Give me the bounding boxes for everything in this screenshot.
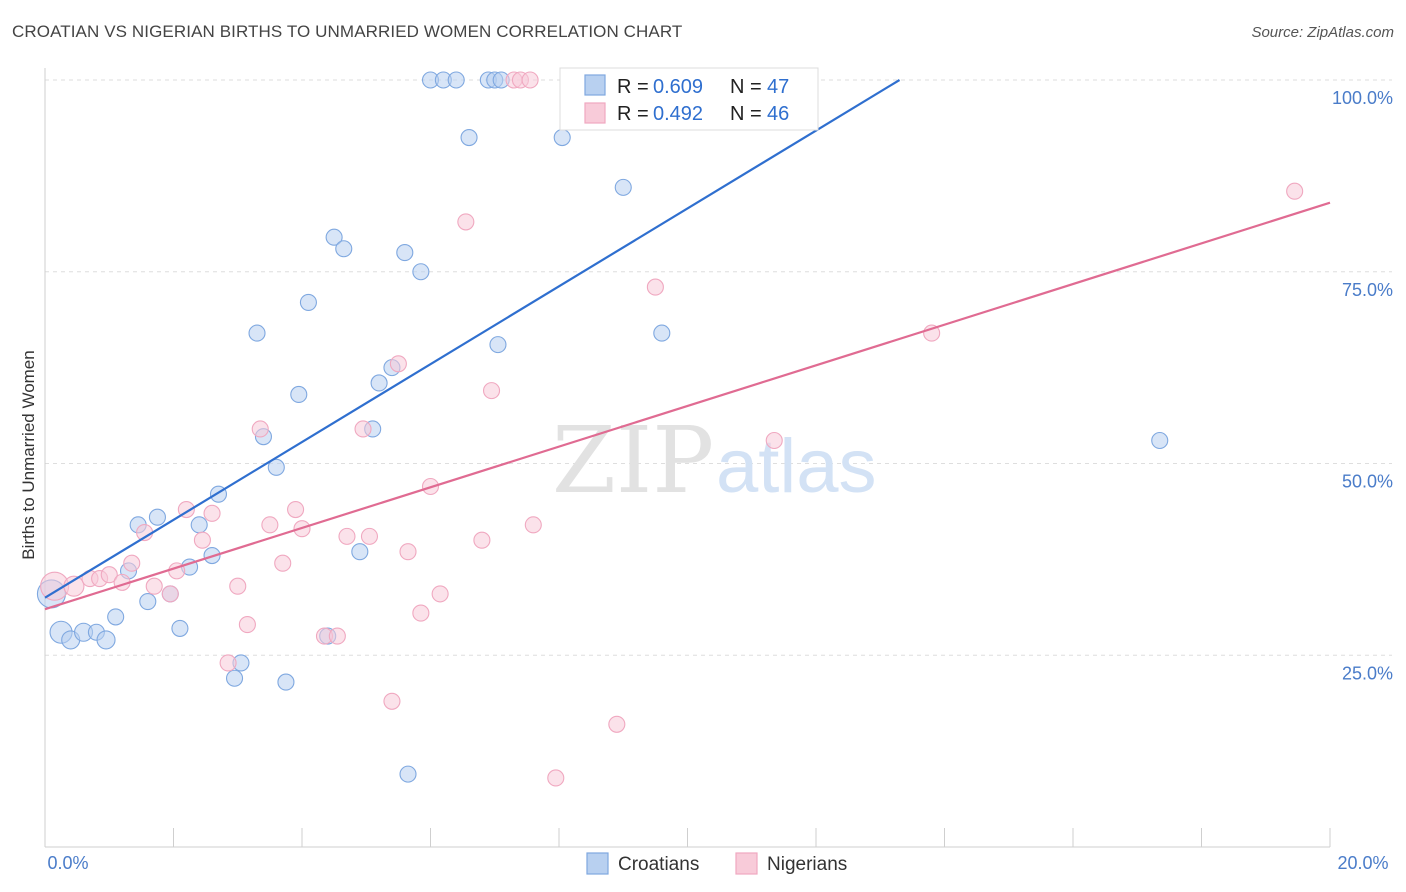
croatians-points <box>36 71 1169 783</box>
croatian-point <box>107 608 125 626</box>
nigerians-n-value: 46 <box>767 103 789 125</box>
nigerian-point <box>338 527 356 545</box>
croatian-point <box>290 385 308 404</box>
nigerians-r-value: 0.492 <box>653 103 703 125</box>
chart-title: CROATIAN VS NIGERIAN BIRTHS TO UNMARRIED… <box>12 22 683 41</box>
nigerian-point <box>360 527 379 545</box>
nigerian-point <box>389 355 407 373</box>
nigerian-point <box>482 382 501 400</box>
nigerian-point <box>123 554 141 572</box>
nigerian-point <box>287 500 305 519</box>
croatians-r-value: 0.609 <box>653 76 703 98</box>
croatian-point <box>96 630 116 650</box>
croatians-trend-line <box>44 79 901 599</box>
nigerian-point <box>1286 182 1304 200</box>
nigerian-point <box>193 531 211 549</box>
croatian-point <box>396 244 414 262</box>
trend-lines <box>44 79 1331 611</box>
watermark-zip: ZIP <box>552 407 714 514</box>
nigerian-point <box>521 71 539 89</box>
stats-legend: R = 0.609 N = 47 R = 0.492 N = 46 <box>559 67 819 131</box>
croatians-series-label: Croatians <box>618 854 699 875</box>
nigerian-point <box>431 585 449 603</box>
croatian-point <box>489 336 507 354</box>
nigerians-series-swatch <box>735 852 758 875</box>
y-tick-labels: 25.0% 50.0% 75.0% 100.0% <box>1332 88 1393 683</box>
nigerian-point <box>412 604 430 622</box>
croatians-legend-swatch <box>584 74 606 96</box>
nigerian-point <box>457 213 475 231</box>
nigerian-point <box>524 516 542 534</box>
nigerian-point <box>203 504 221 522</box>
nigerian-point <box>219 654 237 672</box>
croatian-point <box>267 458 285 476</box>
croatian-point <box>171 619 189 637</box>
croatian-point <box>370 374 388 392</box>
nigerian-point <box>383 692 401 710</box>
nigerians-n-label: N = <box>730 103 762 125</box>
croatian-point <box>335 240 353 258</box>
x-tick-label-max: 20.0% <box>1337 853 1388 873</box>
nigerian-point <box>399 543 417 561</box>
nigerians-legend-swatch <box>584 102 606 124</box>
croatians-r-label: R = <box>617 76 649 98</box>
croatian-point <box>553 128 571 147</box>
scatter-points <box>36 71 1304 787</box>
croatian-point <box>325 228 343 246</box>
croatian-point <box>225 669 244 687</box>
watermark-atlas: atlas <box>716 424 877 509</box>
nigerian-point <box>229 577 247 595</box>
nigerian-point <box>646 278 664 296</box>
croatians-series-swatch <box>586 852 609 875</box>
y-tick-label: 100.0% <box>1332 88 1393 108</box>
nigerians-points <box>40 71 1304 787</box>
nigerians-r-label: R = <box>617 103 649 125</box>
croatian-point <box>653 324 671 342</box>
axes <box>44 68 1331 848</box>
nigerian-point <box>145 577 163 595</box>
nigerian-point <box>765 431 783 450</box>
nigerian-point <box>274 554 292 572</box>
croatian-point <box>190 516 208 534</box>
grid <box>45 79 1392 656</box>
source-label: Source: ZipAtlas.com <box>1251 24 1394 41</box>
nigerian-point <box>328 627 346 645</box>
nigerian-point <box>161 585 179 603</box>
nigerian-point <box>100 566 118 584</box>
nigerians-trend-line <box>44 201 1331 611</box>
nigerians-series-label: Nigerians <box>767 854 847 875</box>
x-tick-label-min: 0.0% <box>47 853 88 873</box>
croatian-point <box>399 765 417 783</box>
croatian-point <box>248 324 266 342</box>
series-legend: Croatians Nigerians <box>586 852 847 875</box>
nigerian-point <box>261 516 279 534</box>
croatians-n-label: N = <box>730 76 762 98</box>
croatian-point <box>299 293 317 311</box>
croatian-point <box>148 508 166 526</box>
croatian-point <box>460 128 478 147</box>
nigerian-point <box>251 420 269 438</box>
croatian-point <box>412 263 430 281</box>
croatian-point <box>614 178 632 196</box>
y-tick-label: 75.0% <box>1342 280 1393 300</box>
nigerian-point <box>354 420 372 438</box>
nigerian-point <box>547 769 565 787</box>
nigerian-point <box>608 715 626 733</box>
croatian-point <box>447 71 465 89</box>
nigerian-point <box>238 616 256 634</box>
y-tick-label: 25.0% <box>1342 663 1393 683</box>
y-axis-label: Births to Unmarried Women <box>19 350 38 559</box>
nigerian-point <box>473 531 491 549</box>
croatian-point <box>351 543 369 561</box>
croatian-point <box>1151 431 1169 450</box>
croatian-point <box>139 593 157 611</box>
croatian-point <box>277 673 295 691</box>
croatians-n-value: 47 <box>767 76 789 98</box>
y-tick-label: 50.0% <box>1342 472 1393 492</box>
